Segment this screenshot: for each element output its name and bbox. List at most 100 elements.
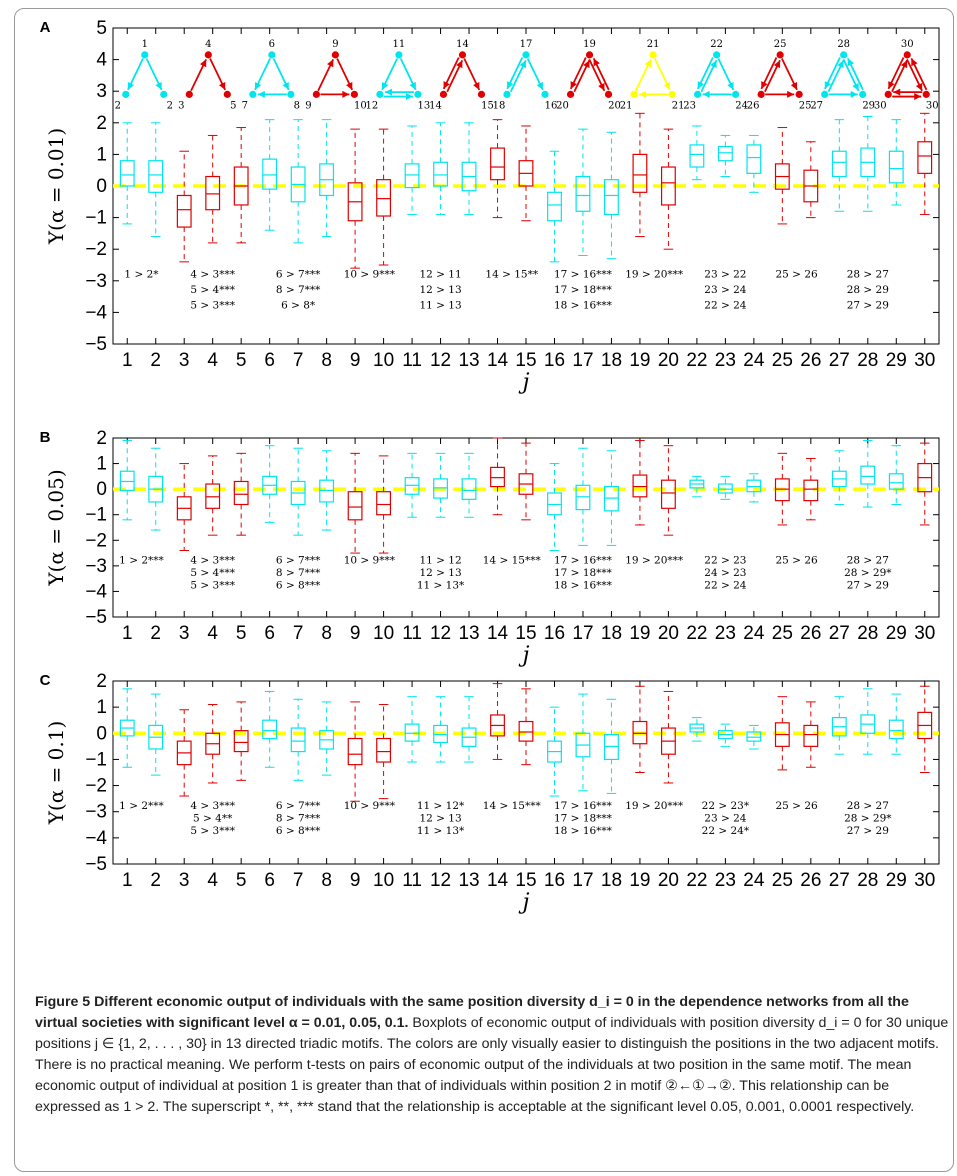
panel-b-xtick-label: 26 <box>800 623 821 644</box>
motif-1-arrowhead <box>155 82 162 90</box>
panel-a-ylabel: Y(α = 0.01) <box>44 128 68 245</box>
motif-5-node <box>395 51 403 59</box>
panel-b-annotation: 4 > 3*** <box>190 554 235 566</box>
panel-a-ytick-label: −1 <box>85 208 107 229</box>
panel-c-box-18 <box>604 733 619 761</box>
motif-13-node <box>884 90 892 98</box>
panel-b-xtick-label: 22 <box>686 623 707 644</box>
motif-3-label-left: 7 <box>242 100 248 111</box>
panel-a-annotation: 12 > 11 <box>419 269 461 281</box>
panel-b-box-18 <box>604 485 619 512</box>
panel-a-xtick-label: 29 <box>886 350 907 371</box>
panel-b-xtick-label: 30 <box>914 623 935 644</box>
panel-b-xtick-label: 7 <box>293 623 304 644</box>
motif-10-node <box>732 90 740 98</box>
panel-b-annotation: 5 > 3*** <box>190 579 235 591</box>
panel-b-xtick-label: 10 <box>373 623 394 644</box>
motif-4-node <box>350 90 358 98</box>
panel-b-xtick-label: 14 <box>487 623 509 644</box>
motif-13-arrowhead <box>900 60 908 69</box>
motif-5-label-top: 11 <box>393 39 406 50</box>
panel-a-xtick-label: 2 <box>150 350 161 371</box>
panel-b-annotation: 10 > 9*** <box>344 554 396 566</box>
motif-12-label-top: 28 <box>837 39 850 50</box>
motif-7-node <box>503 90 511 98</box>
panel-c-annotation: 14 > 15*** <box>483 800 542 812</box>
panel-b-letter: B <box>40 429 51 446</box>
motif-11-arrowhead <box>790 82 798 90</box>
panel-b-xtick-label: 5 <box>236 623 247 644</box>
panel-b-box-10 <box>376 491 392 516</box>
panel-c-xtick-label: 15 <box>515 870 536 891</box>
panel-c-annotation: 28 > 29* <box>844 813 892 825</box>
panel-b-xtick-label: 17 <box>572 623 593 644</box>
panel-a-xtick-label: 16 <box>544 350 565 371</box>
motif-3-arrowhead <box>282 82 289 90</box>
motif-6-arrowhead <box>473 82 480 90</box>
panel-a-annotation: 27 > 29 <box>847 300 889 312</box>
motif-13-node <box>922 90 930 98</box>
motif-2-arrowhead <box>199 59 207 68</box>
motif-9-node <box>649 51 657 59</box>
panel-a-ytick-label: 0 <box>96 176 107 197</box>
panel-a-xtick-label: 27 <box>829 350 850 371</box>
motif-12-arrowhead <box>837 60 844 69</box>
panel-b-box-25 <box>774 478 790 502</box>
panel-b-xtick-label: 25 <box>772 623 793 644</box>
panel-a-xtick-label: 12 <box>430 350 451 371</box>
panel-a-xtick-label: 25 <box>772 350 793 371</box>
panel-b-box-19 <box>632 474 648 498</box>
panel-b-xtick-label: 24 <box>743 623 765 644</box>
panel-b-annotation: 24 > 23 <box>704 567 746 579</box>
motif-12-arrowhead <box>850 90 858 98</box>
motif-4-arrowhead <box>346 82 353 90</box>
panel-a-xtick-label: 26 <box>800 350 821 371</box>
panel-a-annotation: 6 > 7*** <box>276 269 321 281</box>
panel-c-xlabel: j <box>518 890 530 915</box>
motif-9-node <box>668 90 676 98</box>
motif-5-node <box>414 90 422 98</box>
panel-c-xtick-label: 20 <box>658 870 679 891</box>
panel-a-xlabel: j <box>518 370 530 395</box>
panel-b-xtick-label: 29 <box>886 623 907 644</box>
panel-b-box-17 <box>575 484 591 511</box>
panel-b-box-26 <box>803 479 819 502</box>
panel-c-annotation: 22 > 23* <box>702 800 750 812</box>
panel-a-annotation: 14 > 15** <box>485 269 538 281</box>
panel-a-box-3 <box>176 194 192 228</box>
panel-a-box-24 <box>746 144 762 174</box>
panel-c-xtick-label: 6 <box>264 870 275 891</box>
motif-2-label-top: 4 <box>205 39 211 50</box>
panel-c-xtick-label: 14 <box>487 870 509 891</box>
panel-a-xtick-label: 22 <box>686 350 707 371</box>
panel-b-xtick-label: 15 <box>515 623 536 644</box>
panel-c-xtick-label: 25 <box>772 870 793 891</box>
panel-b-box-29 <box>888 473 904 490</box>
panel-a-ytick-label: −3 <box>85 271 107 292</box>
panel-a-annotation: 28 > 29 <box>847 284 889 296</box>
panel-c-xtick-label: 22 <box>686 870 707 891</box>
panel-c-box-10 <box>376 737 392 763</box>
panel-b-ytick-label: −2 <box>85 530 107 551</box>
panel-a-xtick-label: 19 <box>629 350 650 371</box>
motif-7-node <box>522 51 530 59</box>
panel-c-box-6 <box>262 719 278 740</box>
panel-a-box-6 <box>262 158 278 190</box>
panel-a-annotation: 23 > 24 <box>704 284 747 296</box>
panel-a-xtick-label: 6 <box>264 350 275 371</box>
panel-c-xtick-label: 24 <box>743 870 765 891</box>
panel-a-annotation: 23 > 22 <box>704 269 746 281</box>
panel-b-annotation: 22 > 23 <box>704 554 746 566</box>
panel-c-annotation: 12 > 13 <box>419 813 461 825</box>
motif-6-label-right: 15 <box>481 100 494 111</box>
panel-a-annotation: 11 > 13 <box>419 300 461 312</box>
motif-7-label-right: 16 <box>545 100 558 111</box>
panel-b-annotation: 18 > 16*** <box>554 579 613 591</box>
panel-b-annotation: 17 > 16*** <box>554 554 613 566</box>
panel-a-ytick-label: −4 <box>85 302 107 323</box>
panel-b-ytick-label: −4 <box>85 581 107 602</box>
motif-4-label-left: 9 <box>305 100 311 111</box>
motif-2-node <box>185 90 193 98</box>
panel-b-box-5 <box>233 480 249 506</box>
panel-c-xtick-label: 2 <box>150 870 161 891</box>
